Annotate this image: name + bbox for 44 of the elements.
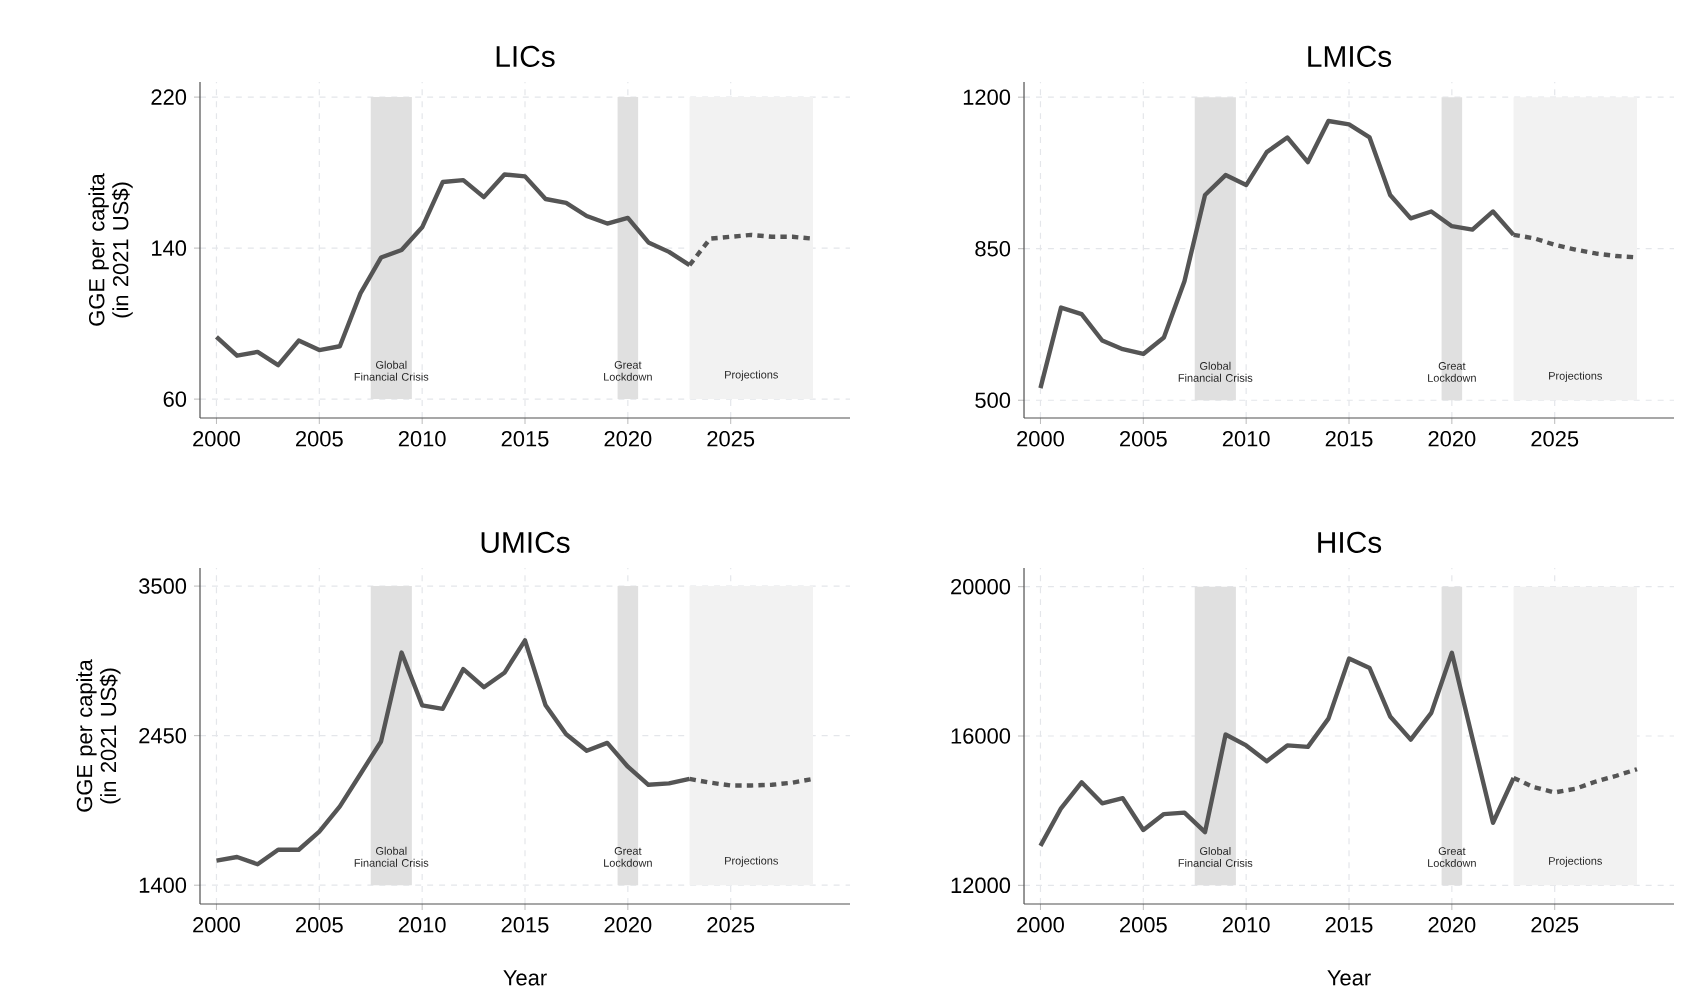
y-tick-label: 3500 [139,578,187,594]
y-tick-label: 2450 [139,727,187,744]
y-axis-title: GGE per capita (in 2021 US$) [76,659,121,812]
x-tick-label: 2015 [1325,917,1373,933]
x-tick-label: 2000 [1017,917,1064,933]
x-tick-label: 2000 [1017,431,1064,447]
x-tick-label: 2015 [501,917,549,933]
x-tick-label: 2025 [1531,431,1579,447]
y-tick-label: 500 [975,392,1011,408]
chart-title: LMICs [1308,45,1392,67]
x-tick-label: 2025 [707,431,755,447]
y-tick-label: 220 [151,89,187,105]
x-tick-label: 2025 [707,917,755,933]
x-axis-title: Year [503,970,547,986]
x-tick-label: 2020 [604,917,652,933]
y-tick-label: 1400 [139,877,187,893]
x-tick-label: 2025 [1531,917,1579,933]
y-tick-label: 850 [975,240,1011,257]
y-tick-label: 60 [163,391,187,407]
x-tick-label: 2010 [1222,431,1270,447]
x-axis-title: Year [1327,970,1371,986]
x-tick-label: 2010 [1222,917,1270,933]
x-tick-label: 2020 [1428,917,1476,933]
chart-title: HICs [1318,531,1382,553]
y-tick-label: 12000 [951,877,1011,894]
x-tick-label: 2015 [1325,431,1373,447]
y-axis-title: GGE per capita (in 2021 US$) [88,173,133,326]
x-tick-label: 2020 [1428,431,1476,447]
chart-title: UMICs [481,531,570,553]
x-tick-label: 2015 [501,431,549,447]
chart-title: LICs [496,45,555,67]
x-tick-label: 2000 [193,917,240,933]
x-tick-label: 2005 [296,431,343,447]
x-tick-label: 2005 [296,917,343,933]
y-tick-label: 1200 [963,89,1011,105]
x-tick-label: 2005 [1120,431,1167,447]
x-tick-label: 2005 [1120,917,1167,933]
x-tick-label: 2010 [398,917,446,933]
y-tick-label: 16000 [951,728,1011,744]
y-tick-label: 20000 [951,578,1011,595]
x-tick-label: 2010 [398,431,446,447]
y-tick-label: 140 [152,240,187,256]
x-tick-label: 2000 [193,431,240,447]
x-tick-label: 2020 [604,431,652,447]
